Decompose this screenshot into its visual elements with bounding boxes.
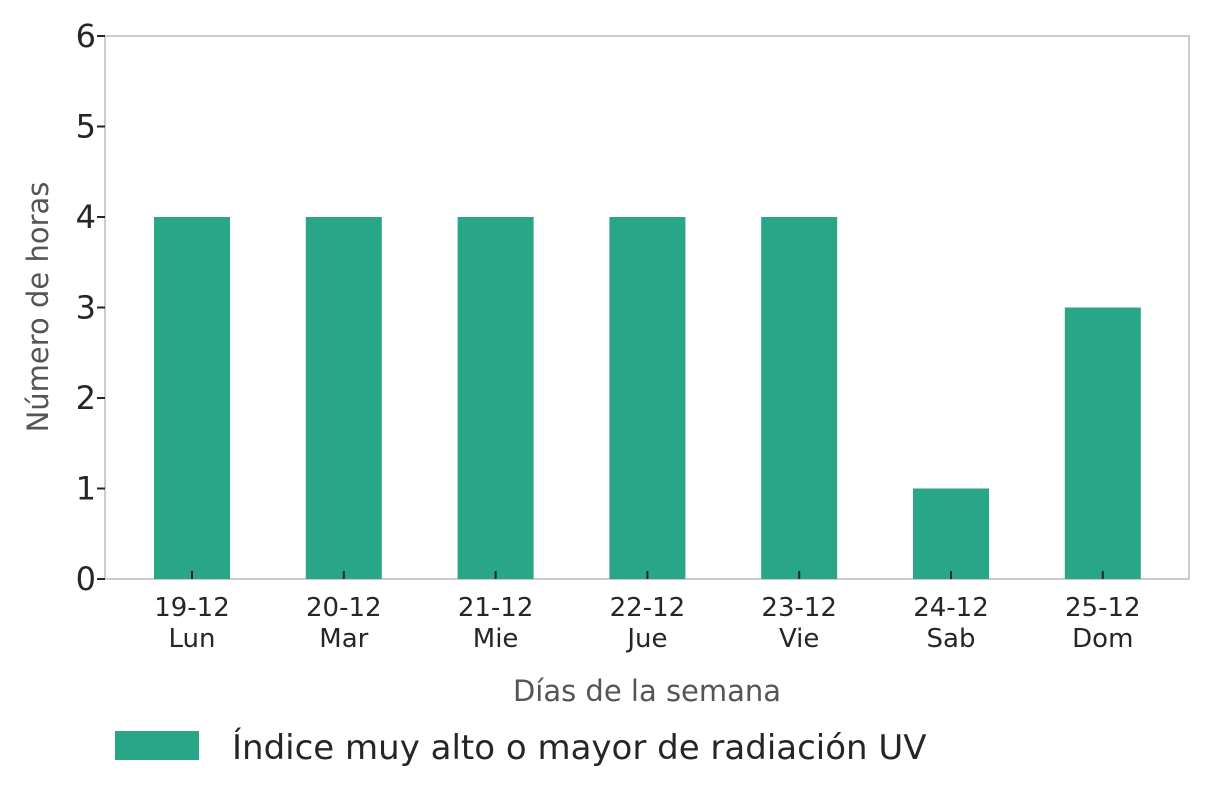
- bar: [457, 217, 534, 579]
- y-tick-label: 3: [76, 289, 96, 327]
- x-tick-label: 20-12 Mar: [306, 593, 382, 654]
- legend-label: Índice muy alto o mayor de radiación UV: [232, 727, 927, 768]
- bar: [761, 217, 838, 579]
- x-tick-label: 24-12 Sab: [913, 593, 989, 654]
- bars: [154, 217, 1141, 579]
- x-axis-title: Días de la semana: [513, 674, 781, 708]
- x-tick-label: 25-12 Dom: [1065, 593, 1141, 654]
- x-tick-label: 21-12 Mie: [458, 593, 534, 654]
- x-tick-label: 22-12 Jue: [610, 593, 686, 654]
- x-axis: 19-12 Lun 20-12 Mar 21-12 Mie 22-12 Jue 23-12 Vie…: [154, 571, 1141, 654]
- y-tick-label: 5: [76, 108, 96, 146]
- legend-swatch: [115, 731, 199, 760]
- x-tick-label: 19-12 Lun: [154, 593, 230, 654]
- bar: [1064, 307, 1141, 579]
- legend: Índice muy alto o mayor de radiación UV: [115, 727, 927, 768]
- y-axis-title: Número de horas: [21, 182, 55, 433]
- bar: [913, 488, 989, 579]
- y-tick-label: 1: [76, 470, 96, 508]
- bar: [609, 217, 686, 579]
- bar: [154, 217, 230, 579]
- x-tick-label: 23-12 Vie: [761, 593, 837, 654]
- bar: [305, 217, 382, 579]
- y-tick-label: 4: [76, 198, 96, 236]
- y-tick-label: 6: [76, 17, 96, 55]
- y-tick-label: 0: [76, 560, 96, 598]
- y-axis: 0 1 2 3 4 5 6: [76, 17, 105, 598]
- y-tick-label: 2: [76, 379, 96, 417]
